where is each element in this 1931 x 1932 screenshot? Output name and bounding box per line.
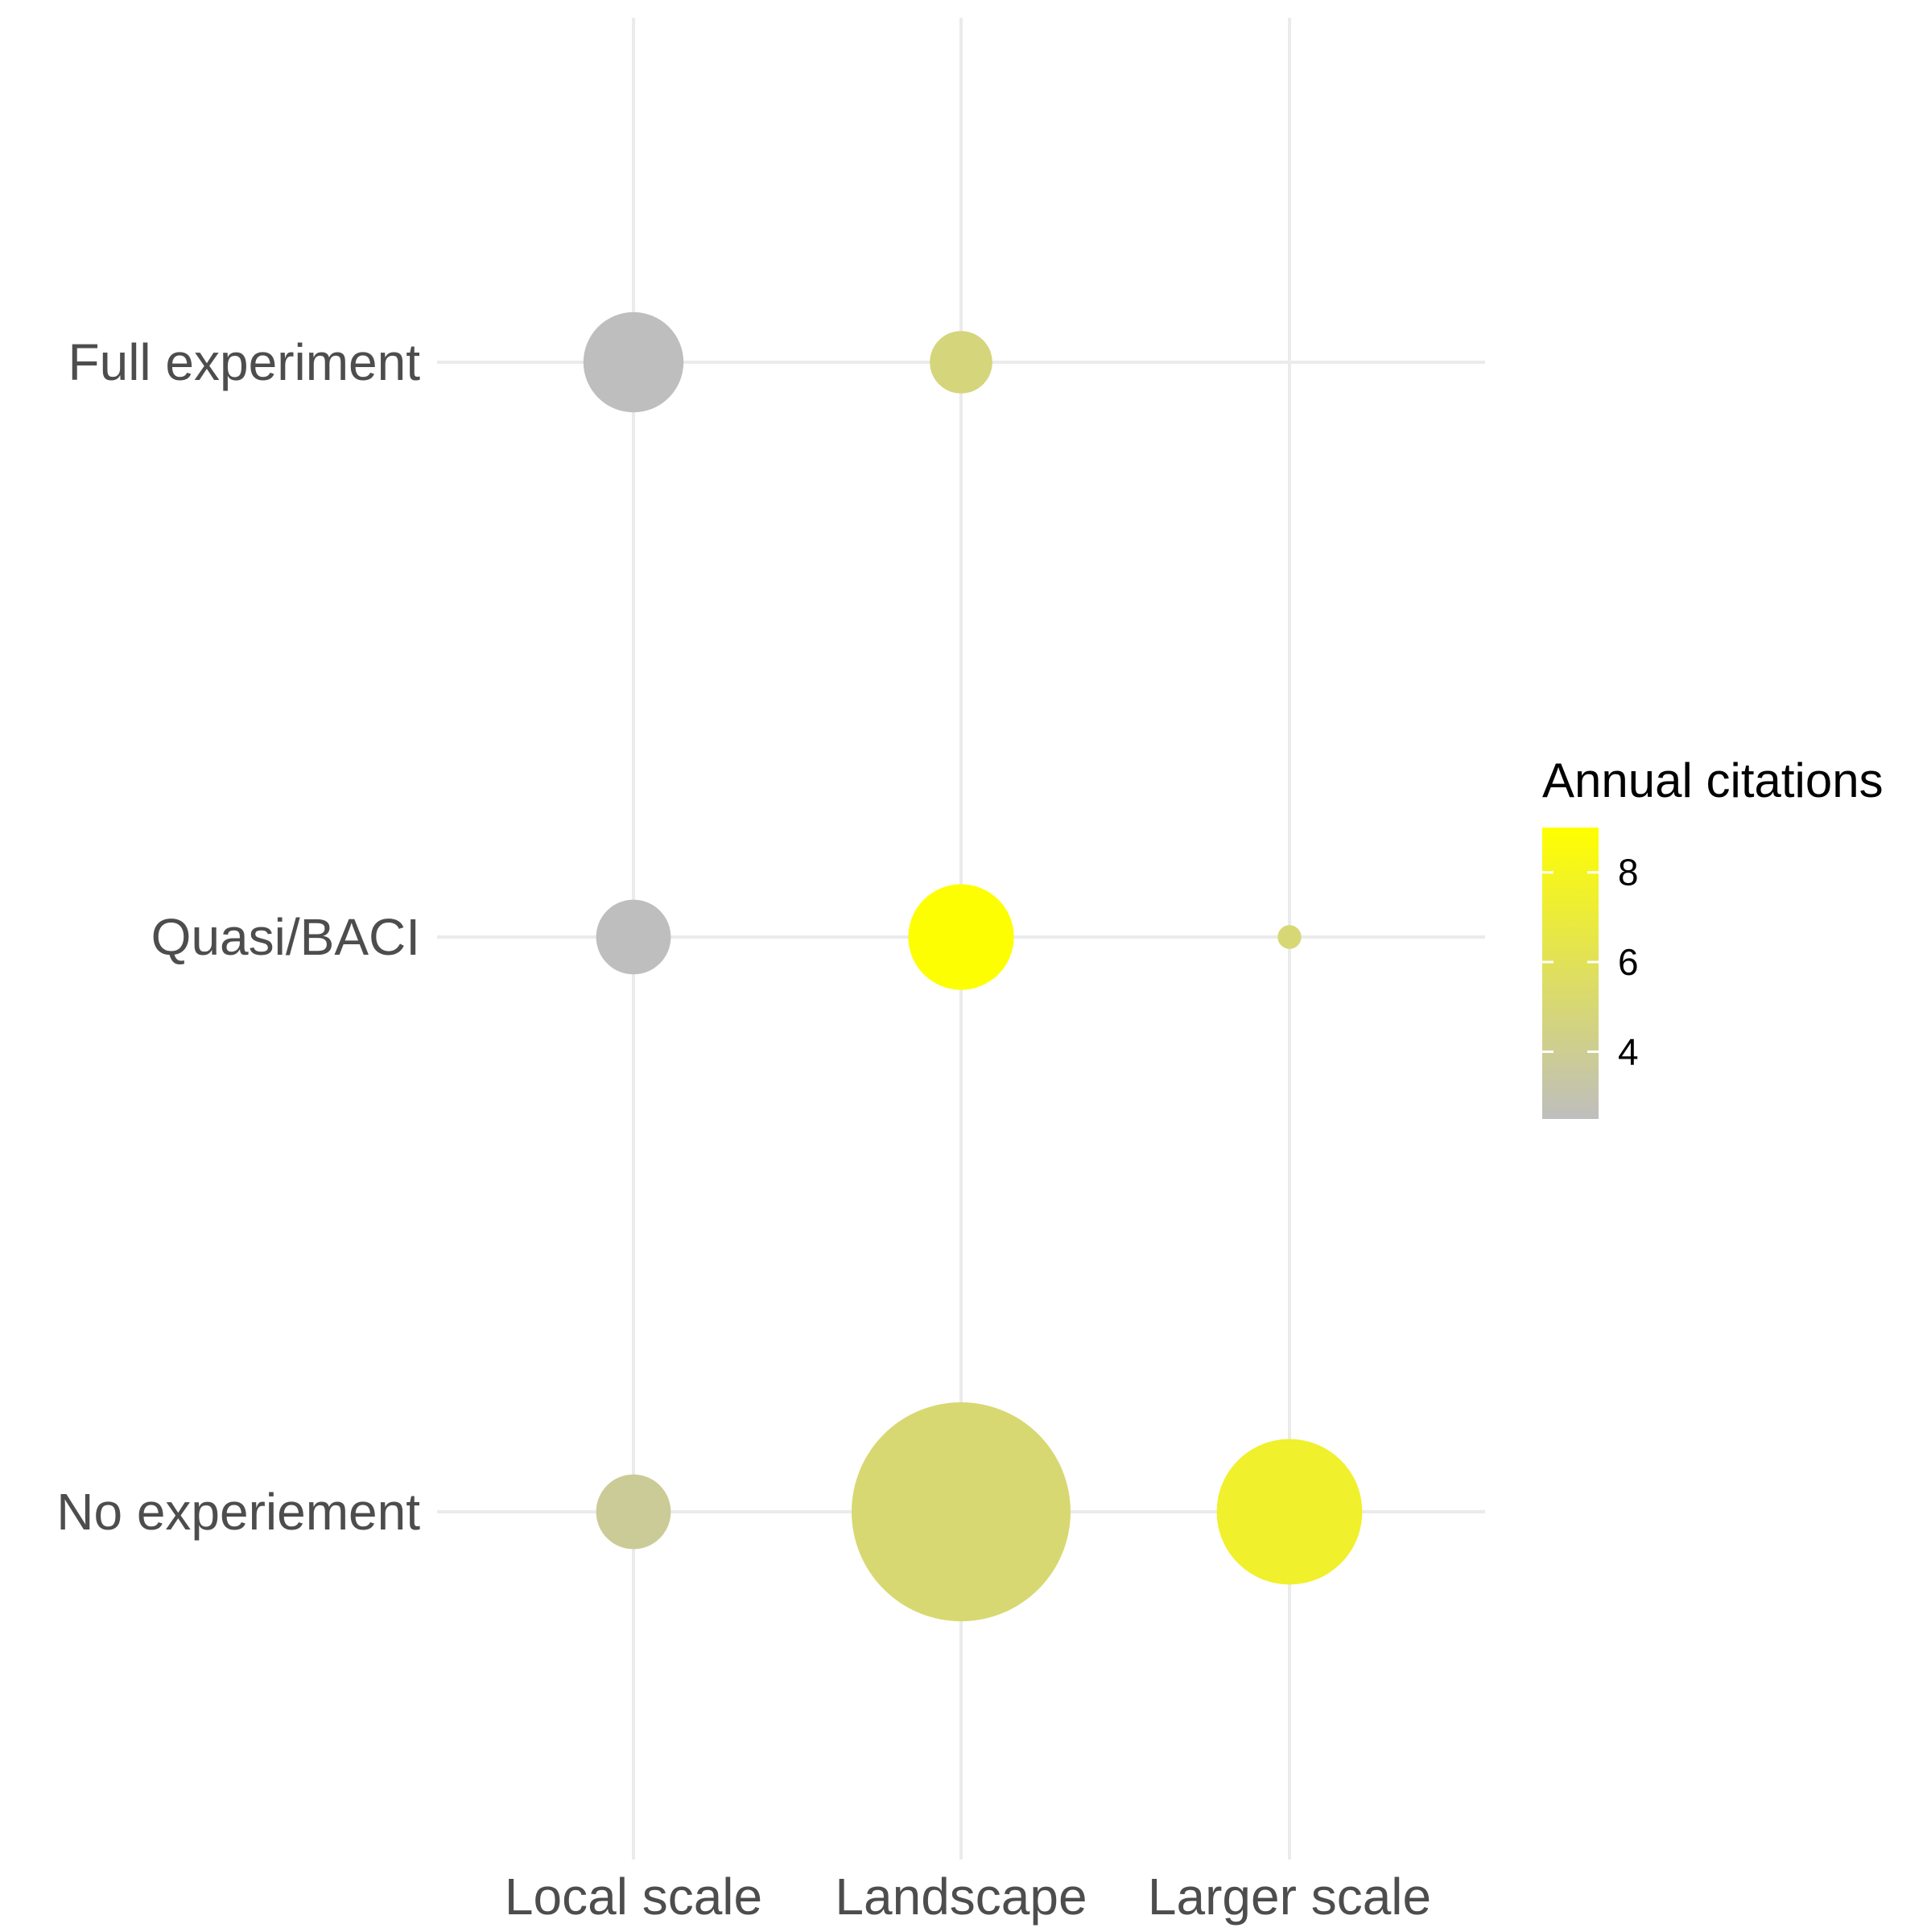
legend: Annual citations 4 6 8 [1542, 753, 1884, 1119]
legend-ticks: 4 6 8 [1542, 852, 1639, 1072]
bubble-point [596, 899, 671, 975]
x-tick-label: Larger scale [1148, 1868, 1431, 1926]
legend-tick-label: 8 [1618, 852, 1639, 894]
bubble-point [930, 331, 992, 394]
bubble-point [596, 1474, 671, 1550]
legend-tick-label: 6 [1618, 941, 1639, 983]
legend-colorbar [1542, 828, 1599, 1119]
y-tick-label: Quasi/BACI [151, 908, 420, 966]
y-tick-label: No experiement [56, 1483, 420, 1541]
legend-title: Annual citations [1542, 753, 1884, 807]
bubble-point [908, 884, 1014, 990]
x-tick-label: Landscape [835, 1868, 1087, 1926]
y-tick-label: Full experiment [68, 333, 421, 391]
legend-tick-label: 4 [1618, 1030, 1639, 1072]
plot-panel [437, 18, 1485, 1860]
bubble-point [583, 312, 684, 413]
bubble-point [852, 1402, 1071, 1621]
y-axis-labels: Full experiment Quasi/BACI No experiement [56, 333, 420, 1541]
bubble-point [1277, 925, 1302, 949]
x-axis-labels: Local scale Landscape Larger scale [505, 1868, 1431, 1926]
bubble-point [1216, 1439, 1363, 1585]
x-tick-label: Local scale [505, 1868, 762, 1926]
